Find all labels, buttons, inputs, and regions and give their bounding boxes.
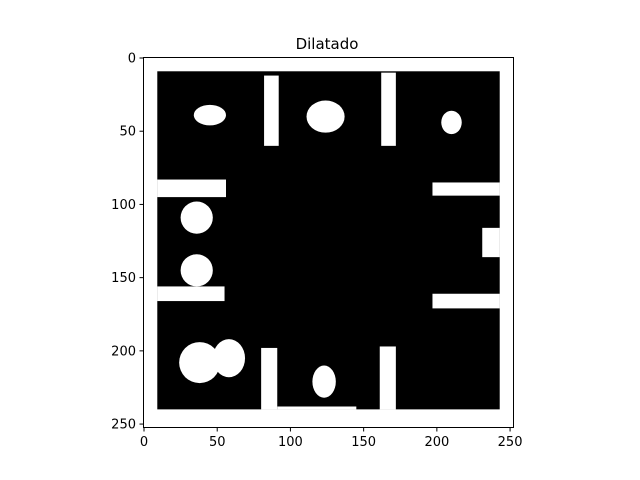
white-rects-layer: [144, 58, 513, 427]
white-blob: [312, 365, 336, 398]
x-tick-label: 0: [140, 435, 148, 450]
y-tick-label: 200: [111, 344, 136, 359]
x-axis: 0 50 100 150 200 250: [140, 427, 523, 450]
white-blob: [212, 339, 246, 378]
white-rect: [432, 293, 500, 309]
white-rect: [379, 346, 396, 410]
y-tick-label: 150: [111, 271, 136, 286]
y-tick-label: 0: [128, 52, 136, 67]
y-tick-label: 50: [119, 125, 136, 140]
white-blob: [306, 100, 345, 133]
x-tick-label: 100: [278, 435, 303, 450]
chart-title: Dilatado: [296, 35, 359, 53]
white-blob: [180, 201, 213, 234]
x-tick-label: 250: [498, 435, 523, 450]
axes-frame: [143, 57, 514, 428]
white-rect: [482, 227, 500, 258]
white-rect: [144, 58, 513, 72]
x-tick-label: 200: [424, 435, 449, 450]
y-axis: 0 50 100 150 200 250: [111, 52, 144, 433]
white-rect: [499, 58, 513, 427]
x-tick-label: 50: [209, 435, 226, 450]
white-rect: [277, 406, 357, 410]
white-rect: [157, 286, 225, 302]
white-rect: [510, 71, 513, 410]
white-rect: [157, 179, 226, 198]
image-area: [144, 58, 513, 427]
y-tick-label: 100: [111, 198, 136, 213]
white-rect: [381, 72, 396, 146]
white-blob: [179, 342, 221, 384]
y-tick-label: 250: [111, 418, 136, 433]
white-blob: [180, 254, 213, 287]
white-rect: [144, 58, 158, 427]
x-tick-label: 150: [351, 435, 376, 450]
white-rect: [144, 409, 513, 427]
white-rect: [432, 182, 500, 196]
white-rect: [264, 75, 279, 146]
white-rect: [261, 347, 278, 410]
white-blob: [441, 110, 462, 135]
white-blob: [193, 104, 226, 126]
white-blobs-layer: [179, 100, 462, 398]
